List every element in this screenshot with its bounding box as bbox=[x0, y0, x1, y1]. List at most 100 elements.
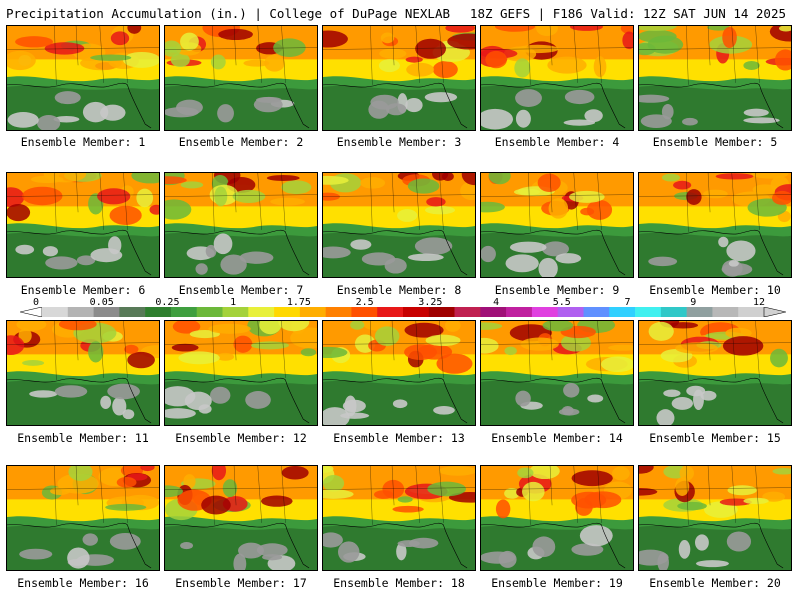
ensemble-member-label: Ensemble Member: 12 bbox=[175, 431, 307, 445]
precipitation-map-image bbox=[7, 321, 159, 425]
colorbar-segment bbox=[42, 307, 69, 317]
ensemble-member-map bbox=[322, 25, 476, 131]
colorbar-segment bbox=[325, 307, 352, 317]
colorbar-segment bbox=[428, 307, 455, 317]
model-run-info: 18Z GEFS | F186 Valid: 12Z SAT JUN 14 20… bbox=[469, 6, 786, 21]
colorbar-tick-label: 12 bbox=[752, 297, 766, 308]
colorbar-tick-label: 2.5 bbox=[355, 297, 374, 308]
colorbar-tick-label: 3.25 bbox=[418, 297, 443, 308]
ensemble-member-label: Ensemble Member: 5 bbox=[652, 135, 778, 149]
colorbar-segment bbox=[557, 307, 584, 317]
colorbar-tick-label: 5.5 bbox=[552, 297, 571, 308]
ensemble-member-label: Ensemble Member: 14 bbox=[491, 431, 623, 445]
ensemble-member-label: Ensemble Member: 10 bbox=[649, 283, 781, 297]
precipitation-map-image bbox=[639, 173, 791, 277]
colorbar-tick-label: 4 bbox=[493, 297, 500, 308]
colorbar-segment bbox=[531, 307, 559, 317]
colorbar-segment bbox=[454, 307, 481, 317]
colorbar-segment bbox=[170, 307, 198, 317]
ensemble-member-label: Ensemble Member: 2 bbox=[178, 135, 304, 149]
ensemble-member-label: Ensemble Member: 4 bbox=[494, 135, 620, 149]
ensemble-member-map bbox=[480, 25, 634, 131]
ensemble-member-label: Ensemble Member: 17 bbox=[175, 576, 307, 590]
colorbar-segment bbox=[583, 307, 610, 317]
colorbar-segment bbox=[403, 307, 430, 317]
ensemble-member-label: Ensemble Member: 3 bbox=[336, 135, 462, 149]
ensemble-member-map bbox=[6, 25, 160, 131]
precipitation-map-image bbox=[481, 26, 633, 130]
colorbar-segment bbox=[196, 307, 223, 317]
colorbar-segment bbox=[248, 307, 275, 317]
colorbar-tick-label: 7 bbox=[624, 297, 631, 308]
ensemble-member-map bbox=[6, 465, 160, 571]
colorbar bbox=[20, 307, 786, 317]
precipitation-map-image bbox=[323, 26, 475, 130]
ensemble-member-label: Ensemble Member: 18 bbox=[333, 576, 465, 590]
precipitation-map-image bbox=[323, 173, 475, 277]
ensemble-member-label: Ensemble Member: 7 bbox=[178, 283, 304, 297]
colorbar-segment bbox=[506, 307, 533, 317]
colorbar-max-arrow bbox=[763, 307, 786, 317]
colorbar-segment bbox=[635, 307, 662, 317]
ensemble-member-label: Ensemble Member: 16 bbox=[17, 576, 149, 590]
ensemble-member-map bbox=[638, 320, 792, 426]
colorbar-segment bbox=[351, 307, 378, 317]
ensemble-member-label: Ensemble Member: 15 bbox=[649, 431, 781, 445]
colorbar-tick-label: 1.75 bbox=[286, 297, 311, 308]
ensemble-member-map bbox=[164, 465, 318, 571]
ensemble-member-map bbox=[6, 172, 160, 278]
colorbar-segment bbox=[222, 307, 249, 317]
ensemble-member-map bbox=[6, 320, 160, 426]
colorbar-segment bbox=[119, 307, 146, 317]
colorbar-segment bbox=[274, 307, 301, 317]
colorbar-tick-labels: 0 0.05 0.25 1 1.75 2.5 3.25 4 5.5 7 9 12 bbox=[20, 297, 786, 308]
ensemble-member-map bbox=[164, 25, 318, 131]
precipitation-map-image bbox=[481, 321, 633, 425]
colorbar-legend: 0 0.05 0.25 1 1.75 2.5 3.25 4 5.5 7 9 12 bbox=[20, 297, 786, 319]
colorbar-segment bbox=[299, 307, 326, 317]
precipitation-map-image bbox=[639, 466, 791, 570]
ensemble-member-map bbox=[322, 320, 476, 426]
colorbar-tick-label: 0.05 bbox=[89, 297, 114, 308]
precipitation-map-image bbox=[323, 466, 475, 570]
map-title: Precipitation Accumulation (in.) | Colle… bbox=[6, 6, 451, 21]
colorbar-segment bbox=[686, 307, 713, 317]
colorbar-segment bbox=[480, 307, 507, 317]
ensemble-member-map bbox=[480, 465, 634, 571]
colorbar-tick-label: 9 bbox=[690, 297, 697, 308]
colorbar-tick-label: 0.25 bbox=[155, 297, 180, 308]
ensemble-member-label: Ensemble Member: 19 bbox=[491, 576, 623, 590]
ensemble-member-label: Ensemble Member: 6 bbox=[20, 283, 146, 297]
colorbar-segment bbox=[67, 307, 94, 317]
ensemble-member-map bbox=[638, 25, 792, 131]
colorbar-segment bbox=[145, 307, 172, 317]
ensemble-member-label: Ensemble Member: 9 bbox=[494, 283, 620, 297]
ensemble-member-label: Ensemble Member: 20 bbox=[649, 576, 781, 590]
ensemble-member-map bbox=[638, 465, 792, 571]
precipitation-map-image bbox=[165, 321, 317, 425]
ensemble-member-label: Ensemble Member: 1 bbox=[20, 135, 146, 149]
ensemble-member-label: Ensemble Member: 8 bbox=[336, 283, 462, 297]
colorbar-tick-label: 1 bbox=[230, 297, 237, 308]
ensemble-member-map bbox=[322, 465, 476, 571]
precipitation-map-image bbox=[7, 173, 159, 277]
colorbar-segment bbox=[712, 307, 739, 317]
ensemble-member-map bbox=[322, 172, 476, 278]
ensemble-member-map bbox=[638, 172, 792, 278]
ensemble-member-label: Ensemble Member: 13 bbox=[333, 431, 465, 445]
colorbar-segment bbox=[738, 307, 765, 317]
precipitation-map-image bbox=[7, 466, 159, 570]
colorbar-segment bbox=[93, 307, 120, 317]
precipitation-map-image bbox=[165, 26, 317, 130]
ensemble-member-map bbox=[480, 172, 634, 278]
ensemble-member-map bbox=[164, 320, 318, 426]
precipitation-map-image bbox=[7, 26, 159, 130]
precipitation-map-image bbox=[639, 321, 791, 425]
colorbar-segment bbox=[609, 307, 636, 317]
precipitation-map-image bbox=[323, 321, 475, 425]
precipitation-map-image bbox=[481, 466, 633, 570]
precipitation-map-image bbox=[481, 173, 633, 277]
colorbar-segment bbox=[660, 307, 687, 317]
colorbar-tick-label: 0 bbox=[32, 297, 40, 308]
colorbar-min-arrow bbox=[20, 307, 43, 317]
